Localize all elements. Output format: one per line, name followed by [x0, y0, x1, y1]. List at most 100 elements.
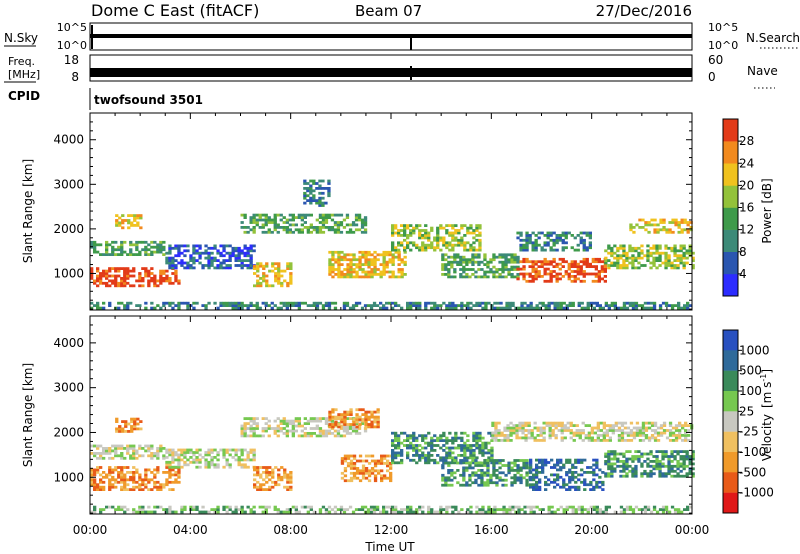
velocity-cell — [521, 426, 525, 430]
velocity-cell — [548, 426, 552, 430]
power-cell — [246, 259, 250, 262]
velocity-cell — [360, 419, 365, 423]
velocity-cell — [536, 434, 540, 437]
power-cell — [579, 272, 583, 276]
power-cell — [567, 262, 571, 266]
velocity-cell — [532, 510, 536, 514]
power-cell — [288, 213, 292, 217]
velocity-cell — [614, 429, 618, 432]
velocity-cell — [587, 434, 591, 437]
power-cell — [469, 301, 473, 305]
power-cell — [358, 275, 362, 279]
velocity-cell — [324, 422, 329, 425]
power-cell — [582, 231, 586, 235]
power-cell — [555, 279, 559, 283]
nsky-trace — [90, 34, 692, 38]
power-cell — [120, 245, 124, 249]
power-cell — [493, 306, 497, 310]
velocity-cell — [102, 452, 106, 455]
velocity-cell — [355, 415, 359, 419]
velocity-cell — [498, 461, 502, 465]
velocity-cell — [472, 431, 476, 435]
velocity-cell — [481, 505, 485, 509]
velocity-cell — [249, 451, 253, 454]
power-cell — [460, 238, 464, 242]
velocity-cell — [349, 410, 353, 414]
power-cell — [382, 268, 386, 271]
power-cell — [105, 272, 109, 275]
power-cell — [682, 264, 686, 267]
velocity-cell — [667, 467, 671, 471]
velocity-cell — [569, 424, 573, 427]
velocity-cell — [363, 427, 368, 430]
power-cell — [225, 251, 229, 255]
velocity-cell — [252, 422, 256, 425]
velocity-cell — [391, 451, 395, 455]
velocity-cell — [607, 474, 611, 478]
power-cell — [576, 277, 580, 281]
velocity-cell — [448, 456, 452, 460]
velocity-cell — [474, 478, 478, 482]
velocity-cell — [676, 462, 680, 466]
velocity-cell — [129, 488, 133, 491]
power-cell — [679, 244, 683, 248]
power-cell — [454, 243, 458, 247]
power-cell — [358, 250, 362, 254]
power-cell — [210, 264, 214, 267]
velocity-cell — [276, 429, 280, 433]
power-cell — [117, 267, 121, 270]
velocity-ytick-label: 3000 — [53, 381, 84, 395]
velocity-cell — [256, 471, 260, 474]
velocity-cell — [153, 480, 157, 484]
velocity-cell — [489, 473, 493, 477]
velocity-cell — [525, 459, 529, 462]
velocity-cell — [150, 478, 154, 482]
power-cell — [252, 216, 256, 219]
power-cell — [156, 250, 160, 254]
velocity-cell — [462, 476, 466, 480]
velocity-cell — [610, 472, 614, 476]
velocity-cell — [375, 508, 380, 511]
velocity-cell — [333, 424, 338, 428]
power-cell — [246, 266, 250, 270]
velocity-cell — [147, 444, 151, 448]
power-cell — [567, 267, 571, 271]
velocity-cell — [364, 423, 368, 426]
velocity-cell — [502, 508, 506, 511]
velocity-cell — [559, 458, 563, 462]
power-cell — [573, 236, 577, 240]
velocity-data-layer — [90, 408, 695, 514]
power-cell — [144, 274, 148, 278]
velocity-cell — [463, 449, 467, 452]
power-cell — [114, 279, 118, 283]
velocity-cell — [340, 459, 345, 463]
velocity-cell — [483, 471, 487, 475]
velocity-cell — [312, 427, 316, 430]
power-cell — [274, 267, 278, 270]
power-cell — [439, 226, 443, 230]
velocity-cell — [186, 458, 190, 462]
power-cell — [354, 228, 359, 232]
velocity-cell — [141, 480, 145, 484]
power-cell — [90, 306, 94, 310]
power-cell — [552, 275, 556, 278]
velocity-cell — [207, 463, 211, 467]
velocity-cell — [515, 431, 519, 435]
power-cell — [680, 221, 684, 224]
velocity-cell — [486, 459, 490, 462]
power-cell — [504, 268, 508, 271]
velocity-cell — [349, 459, 354, 463]
velocity-cell — [662, 424, 667, 427]
power-cell — [477, 260, 481, 264]
power-cell — [444, 265, 448, 269]
power-cell — [442, 301, 446, 305]
velocity-cell — [135, 480, 139, 484]
power-cell — [105, 250, 109, 254]
power-cell — [646, 254, 650, 258]
velocity-cell — [147, 478, 151, 482]
velocity-cell — [506, 426, 510, 430]
velocity-cell — [454, 434, 458, 438]
power-cell — [318, 230, 323, 234]
velocity-cell — [541, 508, 545, 511]
power-cell — [382, 270, 386, 274]
